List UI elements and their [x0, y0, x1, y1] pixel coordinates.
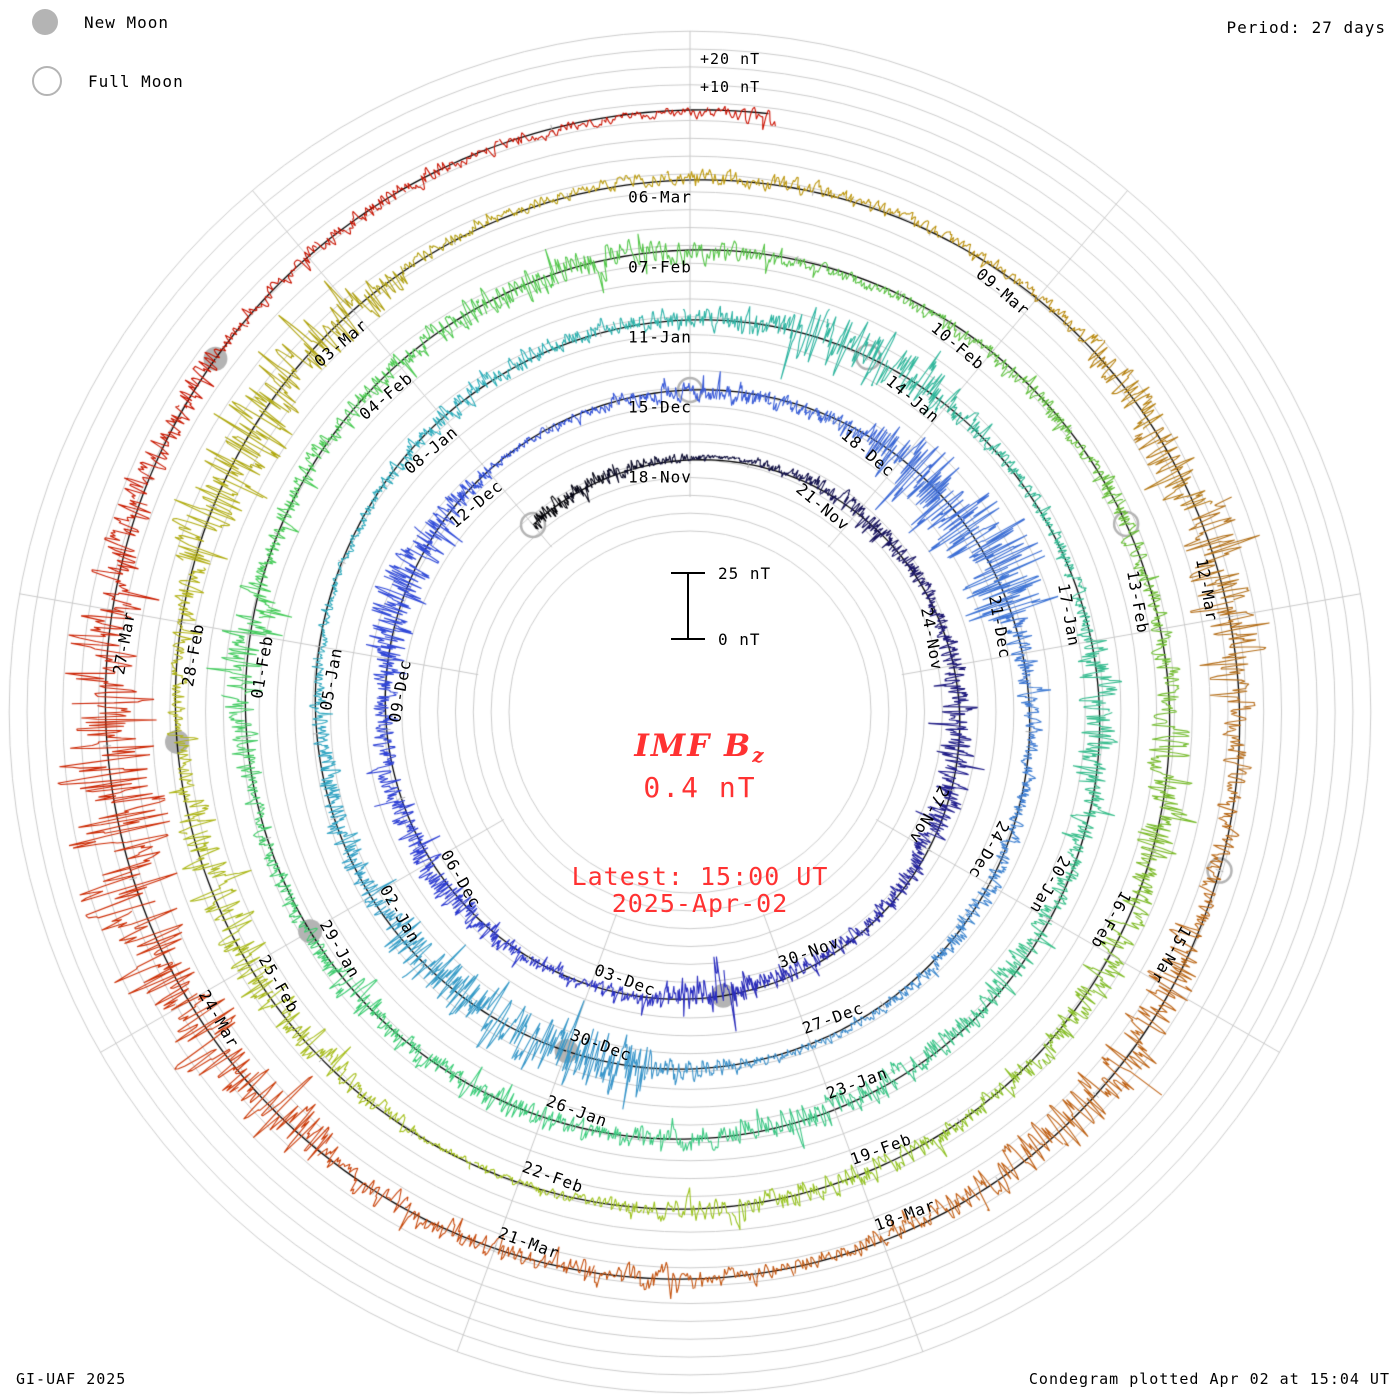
legend-new-moon: New Moon	[32, 9, 169, 35]
full-moon-icon	[32, 66, 62, 96]
credit-label: GI-UAF 2025	[16, 1370, 127, 1388]
latest-date: 2025-Apr-02	[611, 889, 789, 918]
date-label-06-Mar: 06-Mar	[628, 187, 692, 207]
plus10-label: +10 nT	[700, 78, 761, 96]
date-label-18-Nov: 18-Nov	[628, 467, 692, 487]
date-label-15-Dec: 15-Dec	[628, 397, 692, 417]
new-moon-icon	[32, 9, 58, 35]
period-label: Period: 27 days	[1226, 18, 1386, 37]
plus20-label: +20 nT	[700, 50, 761, 68]
plotted-label: Condegram plotted Apr 02 at 15:04 UT	[1028, 1370, 1390, 1388]
scale-bar-top-cap	[671, 572, 705, 574]
scale-bar-bottom-cap	[671, 638, 705, 640]
imf-title-text: IMF B	[634, 728, 753, 764]
imf-title-subscript: z	[752, 743, 766, 767]
current-value: 0.4 nT	[643, 771, 757, 804]
date-label-07-Feb: 07-Feb	[628, 257, 692, 277]
latest-time: Latest: 15:00 UT	[571, 862, 829, 891]
full-moon-label: Full Moon	[88, 71, 184, 91]
date-label-11-Jan: 11-Jan	[628, 327, 692, 347]
scale-bar	[687, 573, 689, 640]
scale-zero-label: 0 nT	[718, 630, 761, 649]
legend-full-moon: Full Moon	[32, 66, 184, 96]
scale-top-label: 25 nT	[718, 564, 772, 583]
new-moon-label: New Moon	[84, 12, 170, 32]
latest-block: Latest: 15:00 UT 2025-Apr-02	[0, 862, 1400, 918]
chart-title: IMF Bz 0.4 nT	[0, 728, 1400, 804]
